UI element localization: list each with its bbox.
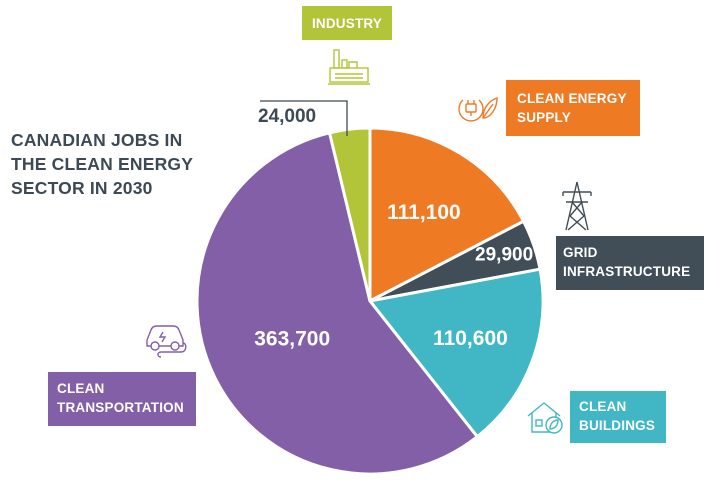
legend-tag-buildings-line-2: BUILDINGS (579, 418, 656, 433)
industry-leader-line (260, 100, 348, 136)
legend-tag-transport-line-1: CLEAN (57, 381, 105, 396)
pie-value-labels: 111,100 29,900 110,600 363,700 (254, 201, 533, 351)
factory-icon (328, 49, 370, 85)
chart-title-line-1: CANADIAN JOBS IN (11, 130, 183, 150)
legend-tag-supply-line-2: SUPPLY (517, 110, 571, 125)
legend-tag-buildings-line-1: CLEAN (579, 399, 627, 414)
pie-slice-clean-transportation (195, 131, 479, 476)
legend-tag-grid-infrastructure: GRID INFRASTRUCTURE (556, 236, 704, 290)
legend-tag-clean-energy-supply: CLEAN ENERGY SUPPLY (506, 80, 640, 136)
legend-tag-grid-line-1: GRID (563, 245, 598, 260)
chart-title-line-3: SECTOR IN 2030 (11, 178, 153, 198)
legend-tag-clean-transportation: CLEAN TRANSPORTATION (48, 372, 196, 426)
transmission-tower-icon (562, 181, 592, 231)
electric-car-icon (146, 325, 187, 358)
slice-value-clean-buildings: 110,600 (433, 327, 508, 350)
pie-slice-industry (328, 126, 372, 303)
chart-title: CANADIAN JOBS IN THE CLEAN ENERGY SECTOR… (11, 128, 221, 200)
slice-value-grid-infrastructure: 29,900 (475, 244, 533, 265)
house-leaf-icon (527, 402, 563, 434)
pie-slices (195, 126, 545, 476)
pie-slice-clean-energy-supply (368, 126, 526, 303)
pie-slice-clean-buildings (368, 267, 545, 439)
legend-tag-industry-line-1: INDUSTRY (311, 16, 383, 31)
legend-tag-grid-line-2: INFRASTRUCTURE (563, 264, 691, 279)
plug-leaf-icon (458, 97, 498, 122)
slice-value-clean-transportation: 363,700 (254, 327, 330, 350)
legend-tag-clean-buildings: CLEAN BUILDINGS (570, 391, 666, 443)
slice-value-clean-energy-supply: 111,100 (387, 201, 461, 224)
chart-title-line-2: THE CLEAN ENERGY (11, 154, 194, 174)
legend-tag-transport-line-2: TRANSPORTATION (57, 400, 184, 415)
legend-tag-supply-line-1: CLEAN ENERGY (517, 91, 627, 106)
legend-tag-industry: INDUSTRY (302, 6, 392, 40)
slice-value-industry: 24,000 (258, 106, 317, 127)
